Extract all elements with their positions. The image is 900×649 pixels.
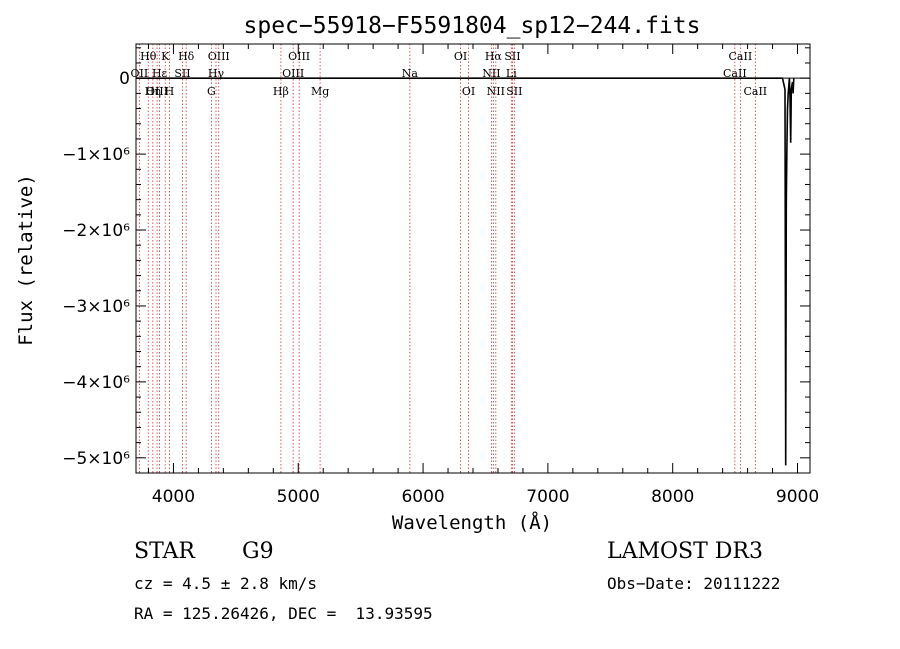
spectral-line-markers (138, 44, 756, 473)
line-label-21: NII (487, 85, 505, 98)
line-label-26: CaII (729, 50, 753, 63)
line-label-11: OIII (208, 50, 230, 63)
line-label-18: OI (462, 85, 475, 98)
y-axis-label: Flux (relative) (15, 174, 37, 346)
plot-frame (135, 43, 811, 474)
line-label-3: OIII (146, 85, 168, 98)
obs-date-text: Obs−Date: 20111222 (607, 574, 781, 593)
x-tick-label-6000: 6000 (401, 487, 444, 507)
line-label-12: Hβ (273, 85, 289, 98)
line-label-8: Hδ (178, 50, 195, 63)
y-axis-ticks: 0 −1×10⁶ −2×10⁶ −3×10⁶ −4×10⁶ −5×10⁶ (62, 47, 810, 474)
line-label-19: NII (482, 67, 500, 80)
line-label-25: CaII (723, 67, 747, 80)
x-tick-label-8000: 8000 (651, 487, 694, 507)
line-label-16: Na (402, 67, 419, 80)
line-label-17: OI (454, 50, 467, 63)
y-tick-label-0: 0 (119, 69, 130, 89)
coordinates-text: RA = 125.26426, DEC = 13.93595 (134, 604, 433, 623)
line-label-24: SII (506, 85, 522, 98)
line-label-9: G (207, 85, 216, 98)
line-label-20: Hα (485, 50, 503, 63)
line-label-2: Hη (145, 85, 161, 98)
x-axis-ticks: 4000 5000 6000 7000 8000 9000 (147, 44, 819, 507)
survey-name: LAMOST DR3 (607, 539, 763, 564)
y-tick-label-4: −4×10⁶ (62, 373, 130, 393)
y-tick-label-3: −3×10⁶ (62, 297, 130, 317)
line-label-4: Hε (152, 67, 168, 80)
spectrum-chart: spec−55918−F5591804_sp12−244.fits OII Hθ H… (15, 13, 819, 534)
object-class: STAR (134, 539, 195, 564)
spectrum-series (136, 77, 795, 466)
line-label-6: H (165, 85, 175, 98)
y-tick-label-5: −5×10⁶ (62, 449, 130, 469)
x-axis-label: Wavelength (Å) (392, 511, 552, 534)
line-label-27: CaII (743, 85, 767, 98)
line-label-0: OII (131, 67, 149, 80)
x-tick-label-7000: 7000 (526, 487, 569, 507)
spectral-line-labels: OIIHθHηOIIIHεKHSIIHδGHγOIIIHβOIIIOIIIMgN… (131, 50, 768, 98)
line-label-23: SII (504, 50, 520, 63)
redshift-text: cz = 4.5 ± 2.8 km/s (134, 574, 318, 593)
line-label-10: Hγ (208, 67, 225, 80)
chart-title: spec−55918−F5591804_sp12−244.fits (244, 13, 701, 39)
line-label-13: OIII (282, 67, 304, 80)
line-label-14: OIII (288, 50, 310, 63)
line-label-15: Mg (311, 85, 329, 98)
object-subclass: G9 (242, 539, 274, 564)
y-tick-label-2: −2×10⁶ (62, 221, 130, 241)
x-tick-label-4000: 4000 (152, 487, 195, 507)
x-tick-label-5000: 5000 (277, 487, 320, 507)
line-label-5: K (161, 50, 170, 63)
line-label-7: SII (174, 67, 190, 80)
y-tick-label-1: −1×10⁶ (62, 145, 130, 165)
spectrum-line-0 (136, 77, 795, 466)
line-label-22: Li (506, 67, 517, 80)
x-tick-label-9000: 9000 (776, 487, 819, 507)
line-label-1: Hθ (140, 50, 157, 63)
